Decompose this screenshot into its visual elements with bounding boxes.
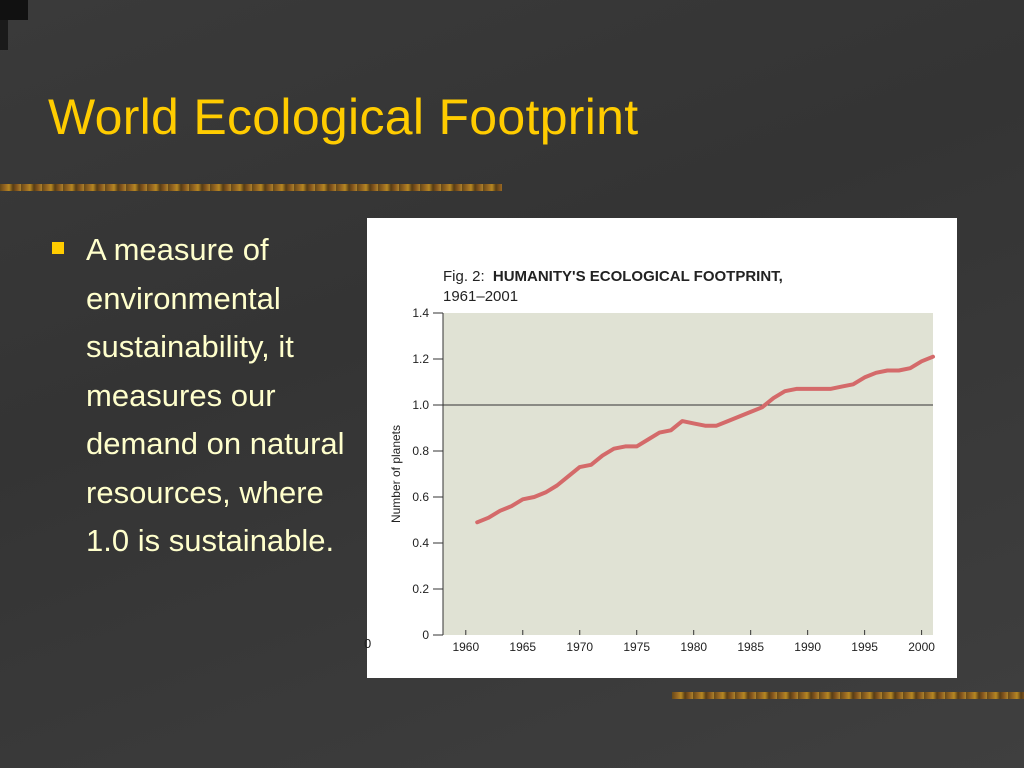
x-tick-label: 1970 — [566, 640, 593, 654]
chart-title: Fig. 2: HUMANITY'S ECOLOGICAL FOOTPRINT, — [443, 268, 783, 285]
y-axis-label: Number of planets — [389, 425, 403, 523]
title-divider — [0, 184, 502, 191]
chart-title-main: HUMANITY'S ECOLOGICAL FOOTPRINT, — [493, 268, 783, 285]
series-group — [475, 354, 935, 525]
y-tick-label: 1.4 — [412, 306, 429, 320]
x-tick-label: 1960 — [452, 640, 479, 654]
bottom-divider — [672, 692, 1024, 699]
y-tick-label: 0.6 — [412, 490, 429, 504]
x-tick-label: 2000 — [908, 640, 935, 654]
footprint-chart: Fig. 2: HUMANITY'S ECOLOGICAL FOOTPRINT,… — [389, 268, 935, 654]
x-tick-label: 1965 — [509, 640, 536, 654]
x-tick-label: 1995 — [851, 640, 878, 654]
y-tick-label: 1.0 — [412, 398, 429, 412]
x-tick-label: 1975 — [623, 640, 650, 654]
bullet-text: A measure of environmental sustainabilit… — [86, 232, 345, 558]
x-tick-label: 1990 — [794, 640, 821, 654]
y-tick-label: 0.2 — [412, 582, 429, 596]
chart-title-prefix: Fig. 2: — [443, 268, 485, 285]
y-tick-label: 0 — [422, 628, 429, 642]
margin-axis-fragment: 0 — [364, 636, 372, 651]
corner-mark-accent — [0, 20, 8, 50]
y-tick-label: 0.8 — [412, 444, 429, 458]
chart-figure: Fig. 2: HUMANITY'S ECOLOGICAL FOOTPRINT,… — [367, 218, 957, 678]
axes: 0 0.2 0.4 0.6 0.8 1.0 1.2 1.4 1960 1965 1970 1975 19… — [412, 306, 935, 654]
y-tick-label: 0.4 — [412, 536, 429, 550]
slide-title: World Ecological Footprint — [48, 89, 639, 145]
x-tick-label: 1980 — [680, 640, 707, 654]
y-tick-label: 1.2 — [412, 352, 429, 366]
x-tick-label: 1985 — [737, 640, 764, 654]
corner-mark — [0, 0, 28, 20]
chart-subtitle: 1961–2001 — [443, 288, 518, 305]
series-line — [475, 354, 935, 525]
plot-area — [443, 313, 933, 635]
bullet-square-icon — [52, 242, 64, 254]
